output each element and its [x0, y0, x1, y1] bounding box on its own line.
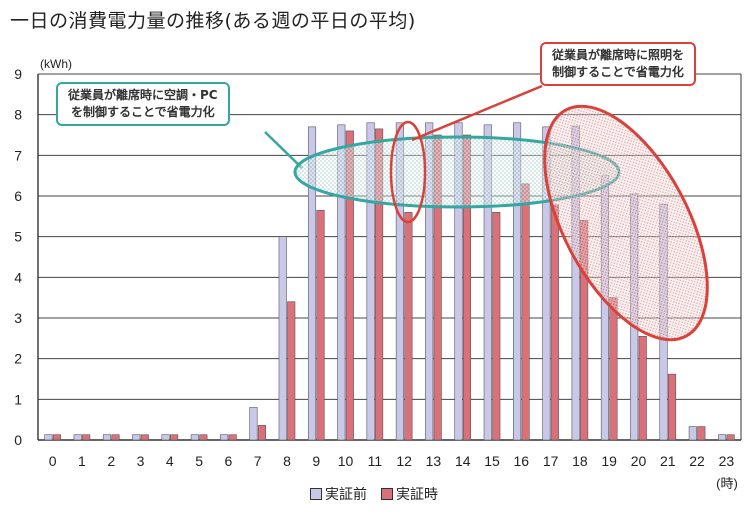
- bar-7-during: [257, 425, 266, 441]
- bar-16-during: [521, 183, 530, 441]
- bar-1-before: [73, 434, 82, 441]
- x-tick-label: 0: [49, 453, 57, 469]
- bar-5-before: [190, 434, 199, 441]
- x-tick-label: 1: [78, 453, 86, 469]
- bar-23-during: [726, 434, 735, 441]
- x-tick-label: 10: [338, 453, 354, 469]
- bar-17-during: [550, 204, 559, 441]
- bar-3-before: [132, 434, 141, 441]
- bar-6-during: [228, 434, 237, 441]
- annotation-hvac-pc-line-1: 従業員が離席時に空調・PC: [68, 88, 218, 102]
- bar-19-during: [609, 297, 618, 441]
- red-highlight-ellipse: [543, 104, 709, 342]
- x-tick-label: 12: [396, 453, 412, 469]
- x-tick-label: 17: [543, 453, 559, 469]
- x-tick-label: 15: [484, 453, 500, 469]
- bar-0-during: [52, 434, 61, 441]
- annotation-lighting-line-2: 制御することで省電力化: [552, 65, 684, 79]
- y-tick-label: 6: [14, 188, 22, 204]
- bar-10-during: [345, 130, 354, 441]
- y-tick-label: 3: [14, 310, 22, 326]
- annotation-hvac-pc: 従業員が離席時に空調・PC を制御することで省電力化: [56, 82, 230, 126]
- annotation-lighting-line-1: 従業員が離席時に照明を: [552, 48, 685, 62]
- x-tick-label: 18: [572, 453, 588, 469]
- bar-12-during: [404, 211, 413, 441]
- y-tick-label: 7: [14, 147, 22, 163]
- x-tick-label: 21: [660, 453, 676, 469]
- bar-13-before: [425, 122, 434, 441]
- x-tick-label: 23: [719, 453, 735, 469]
- bar-2-before: [102, 434, 112, 441]
- bar-14-during: [462, 134, 472, 441]
- x-tick-label: 4: [166, 453, 174, 469]
- x-tick-label: 6: [224, 453, 232, 469]
- bar-10-before: [337, 124, 346, 441]
- y-tick-label: 4: [14, 269, 22, 285]
- chart-title: 一日の消費電力量の推移(ある週の平日の平均): [10, 10, 416, 32]
- bar-2-during: [111, 434, 120, 441]
- annotation-lighting: 従業員が離席時に照明を 制御することで省電力化: [540, 42, 697, 86]
- bar-17-before: [542, 126, 551, 441]
- bar-0-before: [44, 434, 53, 441]
- bar-7-before: [249, 407, 258, 441]
- bar-14-before: [454, 122, 463, 441]
- y-tick-label: 0: [14, 432, 22, 448]
- red-highlight-small-ellipse: [389, 120, 427, 224]
- x-tick-label: 19: [601, 453, 617, 469]
- x-tick-label: 16: [514, 453, 530, 469]
- bar-5-during: [199, 434, 208, 441]
- bar-9-before: [307, 126, 317, 441]
- x-tick-label: 11: [368, 453, 383, 469]
- bar-4-during: [170, 434, 179, 441]
- bar-9-during: [316, 209, 325, 441]
- bar-3-during: [140, 434, 149, 441]
- y-tick-label: 5: [14, 229, 22, 245]
- y-tick-label: 8: [14, 107, 22, 123]
- red-callout-line: [411, 84, 543, 142]
- bar-8-before: [278, 236, 287, 441]
- bar-4-before: [161, 434, 170, 441]
- bar-15-during: [492, 211, 501, 441]
- bar-12-before: [395, 122, 404, 441]
- x-tick-label: 5: [195, 453, 203, 469]
- bar-1-during: [82, 434, 91, 441]
- y-unit-label: (kWh): [40, 57, 72, 71]
- bar-16-before: [513, 122, 522, 441]
- bar-11-before: [366, 122, 375, 441]
- bar-6-before: [220, 434, 229, 441]
- x-tick-label: 9: [312, 453, 320, 469]
- y-tick-label: 1: [14, 391, 22, 407]
- annotation-hvac-pc-line-2: を制御することで省電力化: [70, 105, 215, 119]
- x-tick-label: 20: [631, 453, 647, 469]
- legend-swatch-during: [381, 488, 393, 500]
- legend-item-before: 実証前: [310, 484, 367, 504]
- legend-label-during: 実証時: [396, 487, 438, 503]
- x-tick-label: 7: [254, 453, 262, 469]
- bar-21-during: [667, 373, 677, 441]
- x-tick-label: 8: [283, 453, 291, 469]
- x-tick-label: 14: [455, 453, 471, 469]
- x-tick-label: 3: [137, 453, 145, 469]
- bar-13-during: [433, 134, 442, 441]
- legend-swatch-before: [310, 488, 322, 500]
- legend-item-during: 実証時: [381, 484, 438, 504]
- bar-15-before: [483, 124, 492, 441]
- x-unit-label: (時): [716, 476, 738, 491]
- legend-label-before: 実証前: [325, 487, 367, 503]
- bar-20-during: [638, 335, 647, 441]
- legend: 実証前 実証時: [310, 484, 438, 504]
- bar-11-during: [375, 128, 384, 441]
- bar-22-before: [688, 426, 697, 441]
- teal-callout-line: [264, 131, 303, 169]
- bar-8-during: [287, 301, 296, 441]
- y-tick-label: 2: [14, 351, 22, 367]
- x-tick-label: 13: [426, 453, 442, 469]
- x-tick-label: 22: [689, 453, 705, 469]
- y-tick-label: 9: [14, 66, 22, 82]
- bar-23-before: [718, 434, 727, 441]
- bar-22-during: [697, 426, 706, 441]
- x-tick-label: 2: [107, 453, 115, 469]
